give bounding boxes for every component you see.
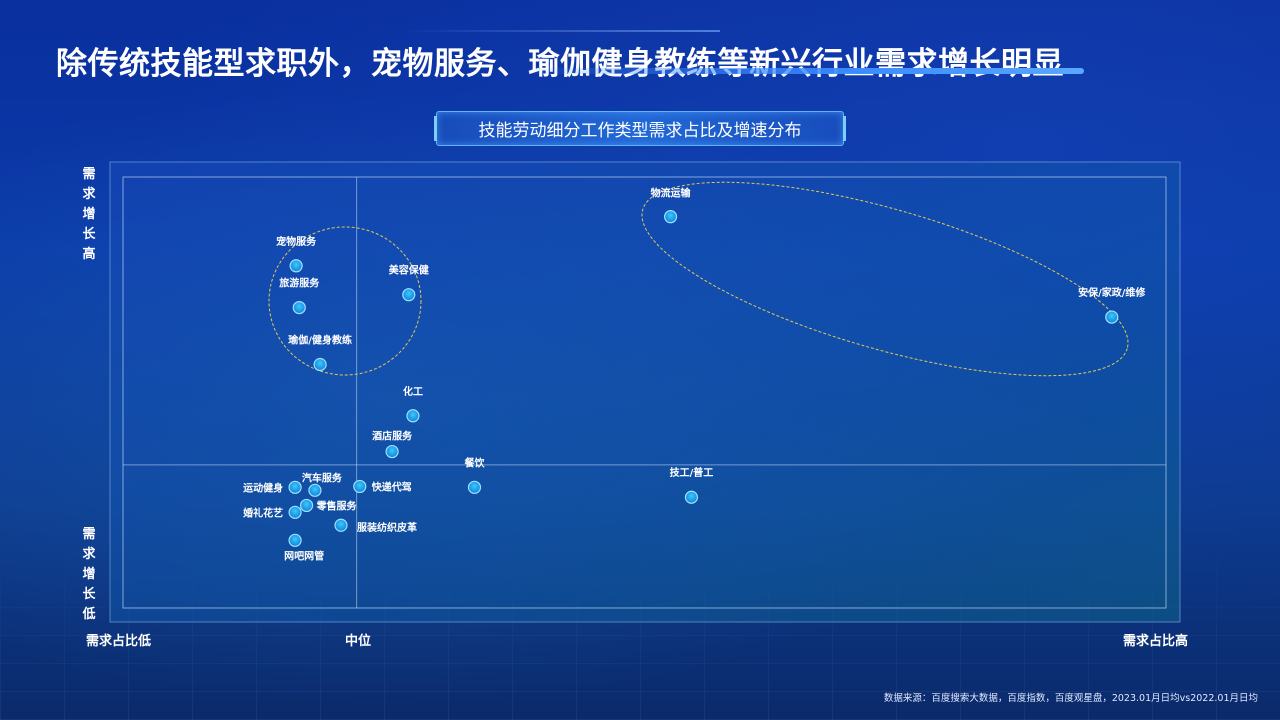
plot-inner-frame [122,176,1167,609]
title-underline [520,68,1084,74]
page-title: 除传统技能型求职外，宠物服务、瑜伽健身教练等新兴行业需求增长明显 [56,46,1064,82]
data-point[interactable] [385,444,399,459]
data-point-label: 旅游服务 [279,277,320,290]
data-point-label: 物流运输 [651,187,692,200]
data-point[interactable] [308,483,322,497]
data-point[interactable] [663,210,678,224]
data-source: 数据来源：百度搜索大数据，百度指数，百度观星盘，2023.01月日均vs2022… [883,693,1258,704]
data-point-label: 餐饮 [463,456,485,469]
data-point-label: 快递代驾 [371,480,412,493]
chart-title: 技能劳动细分工作类型需求占比及增速分布 [478,121,802,141]
data-point-label: 宠物服务 [276,235,317,248]
data-point-label: 技工/普工 [670,466,714,479]
data-point-label: 酒店服务 [372,430,413,443]
plot-outer-frame [109,161,1181,623]
data-point[interactable] [353,479,367,494]
x-axis-high-label: 需求占比高 [1123,633,1188,649]
data-point[interactable] [406,409,420,423]
x-axis-mid-label: 中位 [345,633,371,649]
data-point[interactable] [289,259,303,273]
data-point-label: 化工 [403,385,423,398]
data-point-label: 瑜伽/健身教练 [288,333,352,346]
data-point-label: 汽车服务 [302,471,343,484]
x-axis-low-label: 需求占比低 [86,633,151,649]
data-point-label: 美容保健 [389,264,429,277]
data-point[interactable] [684,490,699,504]
highlight-ellipse-emerging [268,226,422,376]
data-point[interactable] [292,300,306,315]
data-point[interactable] [313,357,327,372]
data-point-label: 安保/家政/维修 [1078,286,1146,299]
chart-title-box: 技能劳动细分工作类型需求占比及增速分布 [434,111,846,146]
data-point-label: 网吧网管 [284,549,324,562]
data-point[interactable] [288,505,302,519]
highlight-ellipse-top [641,181,1129,377]
data-point[interactable] [467,480,482,494]
data-point-label: 服装纺织皮革 [357,521,417,534]
data-point-label: 运动健身 [243,481,283,494]
data-point[interactable] [402,288,416,302]
data-point[interactable] [299,498,314,513]
data-point[interactable] [288,533,302,547]
data-point-label: 零售服务 [316,499,358,512]
data-point-label: 婚礼花艺 [243,506,283,519]
y-axis-low-label: 需求增长低 [81,527,96,622]
y-axis-high-label: 需求增长高 [82,167,96,262]
data-point[interactable] [1105,310,1119,324]
decor-line [400,30,720,32]
data-point[interactable] [288,480,302,494]
data-point[interactable] [334,518,348,532]
